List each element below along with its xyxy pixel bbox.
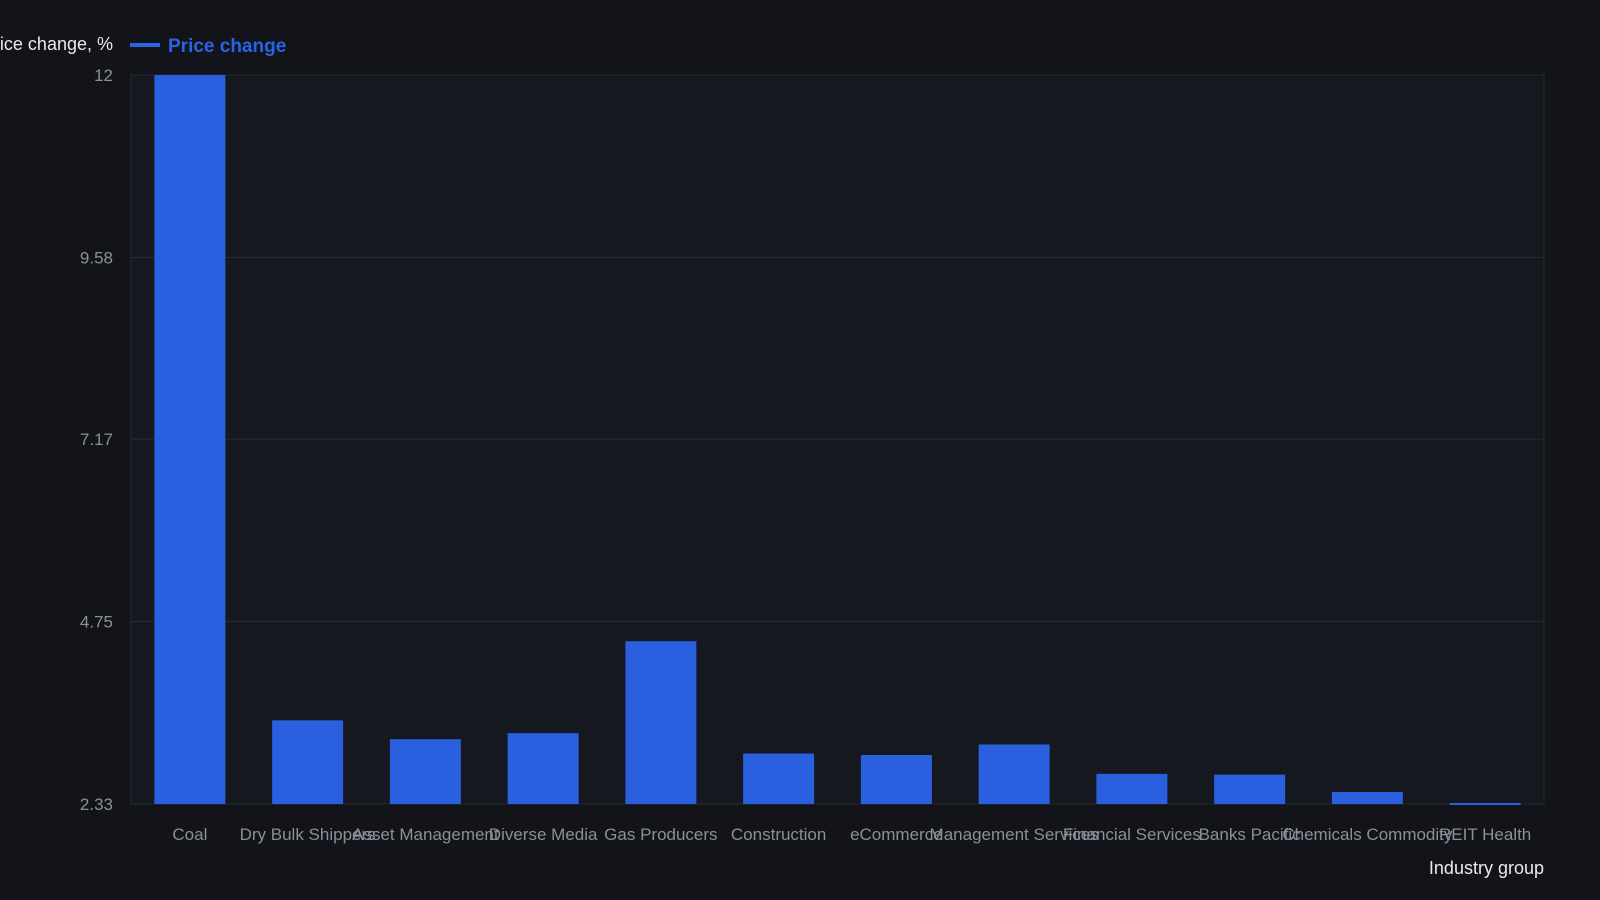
y-tick-label: 2.33 [80,795,113,814]
x-tick-label: Diverse Media [489,825,598,844]
bars [154,75,1521,805]
x-tick-label: Management Services [930,825,1099,844]
x-tick-label: REIT Health [1439,825,1531,844]
x-tick-label: eCommerce [850,825,943,844]
bar[interactable] [625,641,697,804]
y-axis-ticks: 12 9.58 7.17 4.75 2.33 [80,66,113,814]
bar[interactable] [1096,773,1168,804]
grid-lines [131,256,1544,623]
x-tick-label: Dry Bulk Shippers [240,825,376,844]
x-tick-label: Gas Producers [604,825,717,844]
x-tick-label: Banks Pacific [1199,825,1302,844]
bar[interactable] [154,75,226,804]
y-tick-label: 4.75 [80,613,113,632]
x-tick-label: Construction [731,825,826,844]
x-tick-label: Financial Services [1063,825,1201,844]
bar[interactable] [272,720,344,804]
y-tick-label: 9.58 [80,248,113,267]
x-tick-label: Chemicals Commodity [1282,825,1453,844]
y-axis-title: Price change, % [0,34,113,54]
bar[interactable] [1449,803,1521,805]
y-tick-label: 12 [94,66,113,85]
bar[interactable] [1331,791,1403,804]
bar[interactable] [507,733,579,804]
bar[interactable] [1214,774,1286,804]
bar[interactable] [743,753,815,804]
y-tick-label: 7.17 [80,430,113,449]
x-axis-title: Industry group [1429,858,1544,878]
bar[interactable] [860,754,932,804]
legend[interactable]: Price change [130,36,286,57]
legend-label: Price change [168,36,286,57]
x-tick-label: Coal [172,825,207,844]
bar[interactable] [978,744,1050,804]
bar[interactable] [389,739,461,804]
x-tick-label: Asset Management [352,825,499,844]
